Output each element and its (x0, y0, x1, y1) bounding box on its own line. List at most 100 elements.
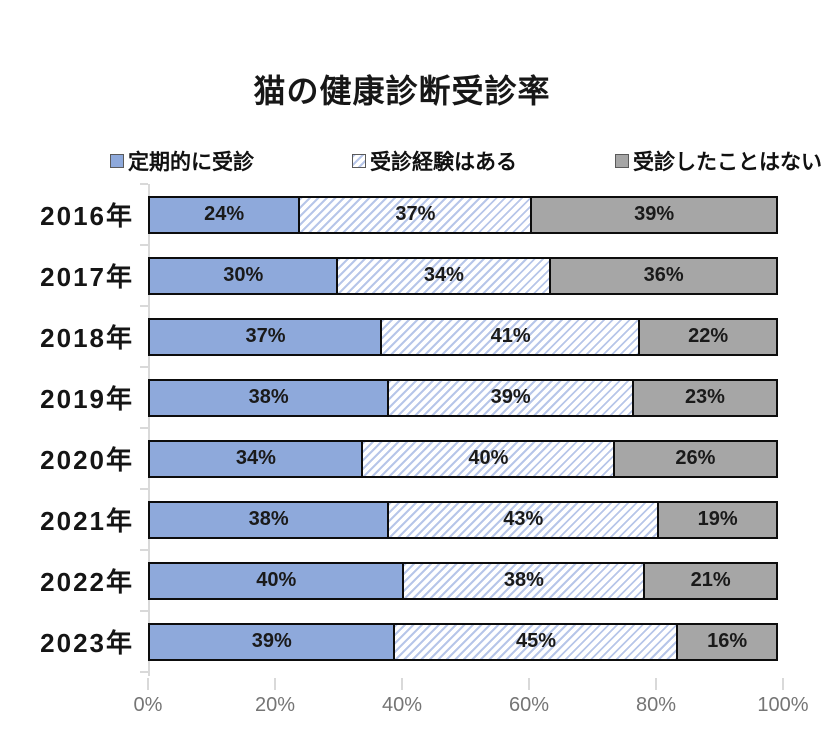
stacked-bar: 30% 34% 36% (148, 256, 783, 295)
bar-value-label: 26% (675, 447, 716, 469)
category-label: 2017年 (40, 262, 134, 292)
bar-value-label: 37% (245, 325, 286, 347)
bar-value-label: 34% (423, 264, 464, 286)
y-axis-tick (140, 427, 148, 429)
x-tick-label: 40% (381, 694, 423, 716)
category-label: 2018年 (40, 323, 134, 353)
y-axis-tick (140, 244, 148, 246)
bar-segment-hatched: 43% (386, 500, 660, 539)
x-axis-tick (528, 678, 530, 690)
legend-item-regular: 定期的に受診 (110, 146, 254, 176)
bar-segment-solid: 26% (612, 439, 778, 478)
category-label: 2022年 (40, 567, 134, 597)
y-axis-tick (140, 488, 148, 490)
bar-segment-solid: 23% (631, 378, 778, 417)
stacked-bar: 34% 40% 26% (148, 439, 783, 478)
bar-segment-solid: 37% (148, 317, 383, 356)
bar-value-label: 40% (256, 569, 297, 591)
x-tick-label: 80% (635, 694, 677, 716)
bar-value-label: 19% (697, 508, 738, 530)
bar-segment-hatched: 37% (297, 195, 533, 234)
bar-value-label: 39% (490, 386, 531, 408)
bar-value-label: 24% (204, 203, 245, 225)
bar-segment-solid: 40% (148, 561, 405, 600)
category-label: 2019年 (40, 384, 134, 414)
bar-segment-solid: 38% (148, 500, 390, 539)
legend-label: 定期的に受診 (128, 151, 254, 174)
y-axis-line (148, 184, 150, 676)
bar-value-label: 30% (223, 264, 264, 286)
x-axis-tick (401, 678, 403, 690)
bar-value-label: 21% (690, 569, 731, 591)
bar-segment-solid: 39% (530, 195, 778, 234)
chart-row: 2017年 30% 34% 36% (0, 245, 840, 306)
stacked-bar: 38% 43% 19% (148, 500, 783, 539)
chart-title: 猫の健康診断受診率 (253, 73, 551, 109)
y-axis-tick (140, 183, 148, 185)
x-tick-label: 60% (508, 694, 550, 716)
bar-value-label: 22% (688, 325, 729, 347)
category-label: 2016年 (40, 201, 134, 231)
bar-value-label: 37% (395, 203, 436, 225)
legend-swatch-solid-gray-icon (615, 154, 629, 168)
chart-row: 2023年 39% 45% 16% (0, 611, 840, 672)
chart-row: 2021年 38% 43% 19% (0, 489, 840, 550)
y-axis-tick (140, 366, 148, 368)
stacked-bar: 38% 39% 23% (148, 378, 783, 417)
y-axis-tick (140, 549, 148, 551)
bar-segment-hatched: 45% (393, 622, 679, 661)
bar-value-label: 45% (516, 630, 557, 652)
category-label: 2021年 (40, 506, 134, 536)
y-axis-tick (140, 305, 148, 307)
bar-value-label: 39% (251, 630, 292, 652)
bar-segment-hatched: 34% (336, 256, 552, 295)
x-tick-label: 100% (757, 694, 809, 716)
bar-value-label: 36% (643, 264, 684, 286)
bar-value-label: 39% (634, 203, 675, 225)
bar-value-label: 43% (503, 508, 544, 530)
bar-segment-solid: 39% (148, 622, 396, 661)
bar-segment-solid: 38% (148, 378, 390, 417)
plot-rows: 2016年 24% 37% 39% 2017年 30% 34% 36% 2018年 37% 41% 2… (0, 184, 840, 672)
x-axis-tick (147, 678, 149, 690)
x-axis-tick (274, 678, 276, 690)
bar-value-label: 38% (248, 386, 289, 408)
x-tick-label: 0% (133, 694, 163, 716)
stacked-bar: 24% 37% 39% (148, 195, 783, 234)
chart-row: 2022年 40% 38% 21% (0, 550, 840, 611)
bar-segment-hatched: 38% (402, 561, 646, 600)
legend-item-never: 受診したことはない (615, 146, 822, 176)
stacked-bar: 37% 41% 22% (148, 317, 783, 356)
bar-segment-solid: 22% (638, 317, 778, 356)
legend: 定期的に受診 受診経験はある 受診したことはない (110, 146, 822, 176)
bar-value-label: 41% (490, 325, 531, 347)
legend-label: 受診したことはない (633, 151, 822, 174)
category-label: 2023年 (40, 628, 134, 658)
bar-segment-solid: 30% (148, 256, 339, 295)
y-axis-tick (140, 671, 148, 673)
bar-segment-hatched: 41% (380, 317, 641, 356)
x-tick-label: 20% (254, 694, 296, 716)
bar-value-label: 38% (503, 569, 544, 591)
bar-segment-solid: 34% (148, 439, 364, 478)
y-axis-tick (140, 610, 148, 612)
bar-segment-solid: 19% (657, 500, 778, 539)
x-axis-tick (655, 678, 657, 690)
legend-label: 受診経験はある (370, 151, 517, 174)
bar-segment-solid: 36% (549, 256, 778, 295)
chart-row: 2020年 34% 40% 26% (0, 428, 840, 489)
chart-row: 2016年 24% 37% 39% (0, 184, 840, 245)
chart-row: 2018年 37% 41% 22% (0, 306, 840, 367)
bar-segment-solid: 21% (643, 561, 778, 600)
bar-value-label: 40% (468, 447, 509, 469)
bar-segment-solid: 24% (148, 195, 301, 234)
legend-swatch-hatched-icon (352, 154, 366, 168)
bar-segment-solid: 16% (676, 622, 778, 661)
stacked-bar: 40% 38% 21% (148, 561, 783, 600)
x-axis-tick (782, 678, 784, 690)
legend-item-experienced: 受診経験はある (352, 146, 517, 176)
bar-segment-hatched: 40% (361, 439, 616, 478)
bar-value-label: 34% (235, 447, 276, 469)
stacked-bar: 39% 45% 16% (148, 622, 783, 661)
